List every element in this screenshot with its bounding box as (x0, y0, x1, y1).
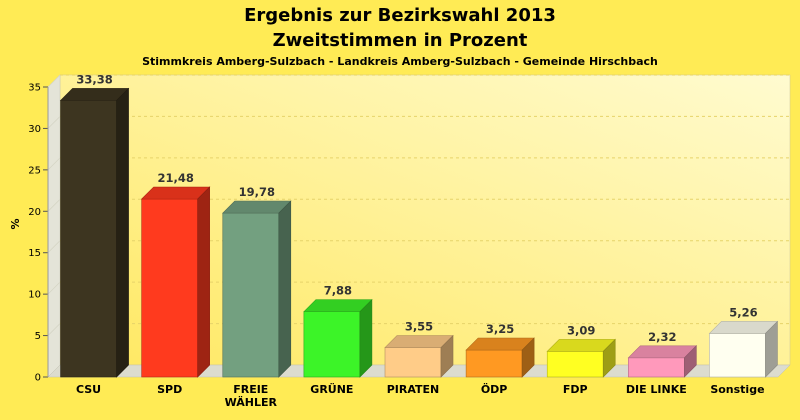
bar-front (60, 100, 117, 378)
bar-front (222, 212, 280, 378)
bar (708, 320, 779, 378)
chart-title-line2: Zweitstimmen in Prozent (273, 30, 528, 51)
category-label: GRÜNE (310, 382, 353, 396)
category-label: SPD (157, 383, 182, 396)
y-tick-label: 5 (35, 331, 41, 342)
bar-side (521, 337, 535, 378)
bar-front (384, 347, 442, 378)
gridline-side (47, 74, 61, 88)
category-label: ÖDP (481, 382, 508, 396)
value-label: 33,38 (76, 72, 112, 86)
value-label: 3,55 (405, 320, 433, 334)
bar-front (465, 349, 523, 378)
bar-front (628, 357, 685, 378)
bar (222, 200, 292, 378)
bar-front (303, 311, 361, 378)
bar (59, 87, 130, 378)
y-axis: 0 5 10 15 20 25 30 35 (28, 83, 49, 384)
category-label: Sonstige (710, 383, 764, 396)
value-label: 5,26 (729, 305, 757, 319)
value-label: 2,32 (648, 330, 676, 344)
bar (465, 337, 535, 378)
bars (59, 87, 779, 378)
chart-subtitle: Stimmkreis Amberg-Sulzbach - Landkreis A… (142, 55, 658, 68)
bar-side (684, 345, 697, 378)
category-label: WÄHLER (225, 395, 278, 409)
value-labels: 33,38 21,48 19,78 7,88 3,55 3,25 3,09 2,32 5,26 (76, 72, 757, 343)
bar-side (602, 338, 616, 378)
bar-side (359, 298, 373, 378)
bar (384, 334, 454, 378)
value-label: 21,48 (157, 171, 193, 185)
y-tick-label: 25 (28, 165, 41, 176)
category-label: PIRATEN (387, 383, 440, 396)
gridline-side (47, 199, 61, 212)
bar-front (709, 333, 766, 378)
bar-side (116, 87, 129, 378)
plot-left-wall (47, 74, 61, 378)
bar (303, 298, 373, 378)
bar-side (440, 334, 454, 378)
gridline-side (47, 281, 61, 295)
chart-title: Ergebnis zur Bezirkswahl 2013 (244, 5, 556, 26)
gridline-side (47, 157, 61, 171)
category-label: DIE LINKE (626, 383, 687, 396)
y-tick-label: 10 (28, 290, 41, 301)
y-axis-label: % (9, 218, 22, 229)
bar (546, 338, 616, 378)
gridline-side (47, 240, 61, 253)
bar-side (278, 200, 292, 378)
y-tick-label: 30 (28, 124, 41, 135)
y-tick-label: 0 (35, 373, 41, 384)
value-label: 3,25 (486, 322, 514, 336)
value-label: 19,78 (239, 185, 275, 199)
y-tick-label: 15 (28, 248, 41, 259)
bar (627, 345, 698, 378)
value-label: 3,09 (567, 323, 595, 337)
bar-front (546, 351, 604, 378)
gridline-side (47, 116, 61, 129)
category-label: FREIE (233, 383, 268, 396)
y-tick-label: 35 (28, 83, 41, 94)
category-label: FDP (563, 383, 588, 396)
bar-front (141, 198, 198, 378)
gridline-side (47, 323, 61, 336)
bar-side (197, 186, 210, 378)
y-tick-label: 20 (28, 207, 41, 218)
category-label: CSU (76, 383, 101, 396)
value-label: 7,88 (324, 284, 352, 298)
bar-side (765, 320, 778, 378)
bar (140, 186, 211, 378)
